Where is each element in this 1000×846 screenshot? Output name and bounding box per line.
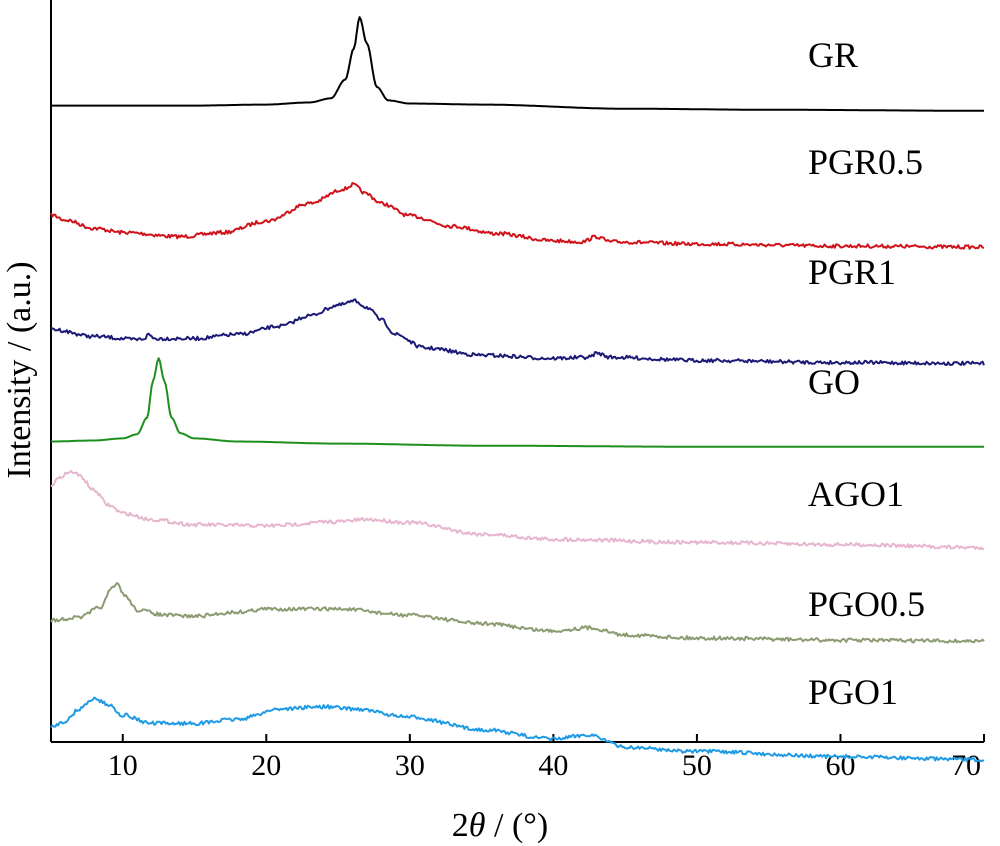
x-tick-label-60: 60 (825, 749, 855, 782)
series-group (50, 16, 985, 763)
series-label-gr: GR (808, 35, 858, 75)
series-label-go: GO (808, 362, 860, 402)
x-tick-label-70: 70 (951, 749, 981, 782)
x-ticks: 10 20 30 40 50 60 70 (108, 734, 985, 782)
x-tick-label-40: 40 (538, 749, 568, 782)
x-tick-label-50: 50 (682, 749, 712, 782)
series-line-go (51, 357, 984, 448)
series-labels: GR PGR0.5 PGR1 GO AGO1 PGO0.5 PGO1 (808, 35, 925, 712)
series-line-pgo0-5 (50, 582, 985, 644)
series-label-ago1: AGO1 (808, 474, 904, 514)
series-line-gr (51, 16, 984, 112)
x-tick-label-20: 20 (251, 749, 281, 782)
plot-frame (50, 0, 984, 743)
series-line-ago1 (50, 469, 985, 551)
x-tick-label-30: 30 (395, 749, 425, 782)
y-axis-title: Intensity / (a.u.) (1, 261, 38, 478)
series-line-pgo1 (50, 696, 985, 763)
series-label-pgr0-5: PGR0.5 (808, 142, 923, 182)
series-line-pgr1 (50, 298, 985, 366)
series-label-pgo0-5: PGO0.5 (808, 584, 925, 624)
series-label-pgr1: PGR1 (808, 252, 896, 292)
x-tick-label-10: 10 (108, 749, 138, 782)
x-axis-title: 2θ / (°) (452, 807, 548, 844)
series-label-pgo1: PGO1 (808, 672, 898, 712)
series-line-pgr0-5 (50, 182, 985, 250)
